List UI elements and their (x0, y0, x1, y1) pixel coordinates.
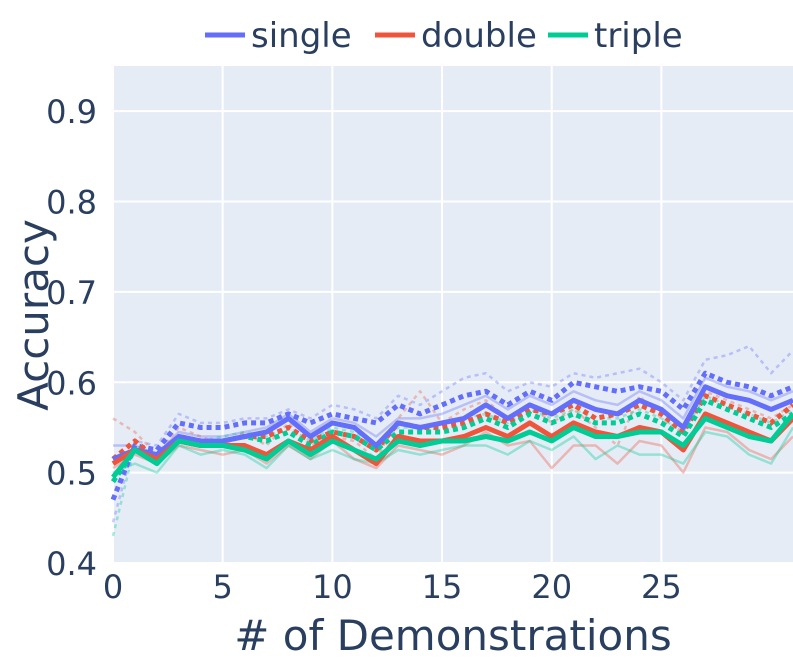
x-tick-label: 0 (103, 568, 123, 606)
series-line-unlabeled-3-dotted (110, 370, 793, 501)
series-line-unlabeled-7-faint-dotted (112, 390, 793, 461)
legend-label-triple: triple (594, 16, 683, 56)
y-tick-label: 0.6 (46, 364, 97, 402)
x-tick-label: 25 (641, 568, 682, 606)
series-line-unlabeled-9-faint-solid (113, 376, 793, 456)
series-line-single-solid (112, 384, 793, 462)
y-tick-label: 0.9 (46, 93, 97, 131)
y-tick-label: 0.8 (46, 184, 97, 222)
plot-background (113, 66, 793, 563)
x-axis-title: # of Demonstrations (234, 611, 671, 660)
x-tick-label: 10 (312, 568, 353, 606)
series-line-unlabeled-11-faint-solid (112, 426, 793, 474)
y-tick-label: 0.7 (46, 274, 97, 312)
legend: single double triple (205, 16, 683, 56)
x-tick-label: 5 (212, 568, 232, 606)
legend-label-double: double (421, 16, 537, 56)
x-tick-label: 20 (531, 568, 572, 606)
series-line-unlabeled-10-faint-solid (112, 426, 793, 474)
x-tick-label: 15 (422, 568, 463, 606)
y-tick-label: 0.4 (46, 545, 97, 583)
series-line-unlabeled-6-faint-dotted (111, 344, 793, 523)
y-tick-label: 0.5 (46, 455, 97, 493)
tick-labels: 0.4 0.5 0.6 0.7 0.8 0.9 0 5 10 15 20 25 (46, 93, 682, 606)
legend-label-single: single (251, 16, 352, 56)
series-line-triple-solid (111, 412, 793, 479)
series-lines (110, 344, 793, 537)
grid-lines (112, 66, 793, 564)
y-axis-title: Accuracy (9, 219, 58, 411)
